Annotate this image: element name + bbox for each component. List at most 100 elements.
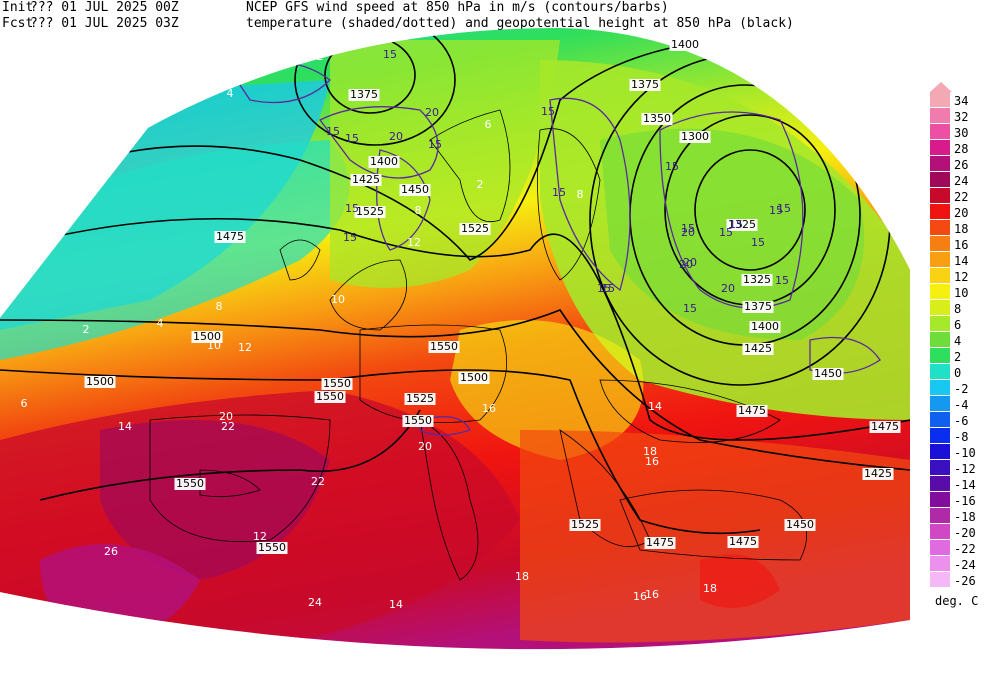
height-label-bg: [191, 331, 223, 343]
wind-label: 15: [428, 138, 442, 151]
colorbar-swatch: [930, 204, 950, 219]
height-label: 1400: [671, 38, 699, 51]
height-label-bg: [321, 378, 353, 390]
init-label: Init: [2, 0, 34, 15]
colorbar-label: 0: [954, 366, 962, 380]
colorbar-swatch: [930, 172, 950, 187]
colorbar-label: 4: [954, 334, 962, 348]
temperature-label: 10: [207, 339, 221, 352]
temperature-label: 18: [515, 570, 529, 583]
colorbar-label: -26: [954, 574, 976, 588]
colorbar-swatch: [930, 476, 950, 491]
temperature-label: 20: [219, 410, 233, 423]
wind-label: 15: [345, 132, 359, 145]
geopotential-contours: [0, 28, 910, 535]
height-label-bg: [348, 89, 380, 101]
height-label: 1550: [404, 414, 432, 427]
temperature-label: 8: [415, 204, 422, 217]
colorbar-swatch: [930, 156, 950, 171]
colorbar-swatch: [930, 92, 950, 107]
wind-label: 15: [345, 202, 359, 215]
height-label: 1475: [871, 420, 899, 433]
colorbar-label: -4: [954, 398, 969, 412]
wind-label: 15: [326, 125, 340, 138]
height-label-bg: [459, 223, 491, 235]
temperature-label: 2: [317, 50, 324, 63]
colorbar-swatch: [930, 332, 950, 347]
temperature-label: 8: [577, 188, 584, 201]
height-label: 1550: [258, 541, 286, 554]
fcst-label: Fcst: [2, 16, 34, 31]
height-label: 1450: [401, 183, 429, 196]
colorbar-label: -6: [954, 414, 969, 428]
temperature-label: 18: [643, 445, 657, 458]
wind-label: 15: [343, 231, 357, 244]
height-label: 1525: [571, 518, 599, 531]
colorbar-swatch: [930, 524, 950, 539]
temperature-label: 20: [418, 440, 432, 453]
height-label: 1550: [430, 340, 458, 353]
colorbar-label: -2: [954, 382, 969, 396]
temperature-label: 12: [253, 530, 267, 543]
height-label: 1425: [864, 467, 892, 480]
init-time: ??? 01 JUL 2025 00Z: [30, 0, 179, 15]
height-label-bg: [314, 391, 346, 403]
wind-label: 15: [683, 302, 697, 315]
colorbar-label: -12: [954, 462, 976, 476]
height-label: 1475: [646, 536, 674, 549]
height-label: 1500: [86, 375, 114, 388]
colorbar-swatch: [930, 252, 950, 267]
fcst-time: ??? 01 JUL 2025 03Z: [30, 16, 179, 31]
height-label-bg: [174, 478, 206, 490]
height-label-bg: [629, 79, 661, 91]
temperature-label: 8: [216, 300, 223, 313]
height-label-bg: [644, 537, 676, 549]
colorbar-swatch: [930, 268, 950, 283]
wind-label: 15: [552, 186, 566, 199]
colorbar-swatch: [930, 460, 950, 475]
height-label: 1550: [323, 377, 351, 390]
wind-label: 15: [601, 282, 615, 295]
height-label: 1525: [406, 392, 434, 405]
temperature-label: 14: [648, 400, 662, 413]
wind-label: 15: [729, 218, 743, 231]
colorbar-swatch: [930, 508, 950, 523]
wind-label: 15: [541, 105, 555, 118]
colorbar-label: 2: [954, 350, 962, 364]
colorbar-swatch: [930, 364, 950, 379]
temperature-label: 12: [407, 236, 421, 249]
height-label: 1375: [744, 300, 772, 313]
wind-label: 20: [389, 130, 403, 143]
colorbar-swatch: [930, 236, 950, 251]
colorbar-label: -18: [954, 510, 976, 524]
title-line-1: NCEP GFS wind speed at 850 hPa in m/s (c…: [246, 0, 669, 15]
temperature-label: 4: [157, 317, 164, 330]
colorbar-label: 10: [954, 286, 969, 300]
colorbar-swatch: [930, 396, 950, 411]
height-label-bg: [736, 405, 768, 417]
temperature-label: 12: [238, 341, 252, 354]
temperature-label: 22: [221, 420, 235, 433]
colorbar-swatch: [930, 412, 950, 427]
colorbar-swatch: [930, 348, 950, 363]
height-label: 1500: [460, 371, 488, 384]
colorbar-swatch: [930, 556, 950, 571]
temperature-label: 16: [482, 402, 496, 415]
header-fcst-line: Fcst??? 01 JUL 2025 03Z temperature (shad…: [2, 16, 794, 32]
colorbar-swatch: [930, 188, 950, 203]
header-init-line: Init??? 01 JUL 2025 00Z NCEP GFS wind spe…: [2, 0, 669, 16]
height-label: 1450: [814, 367, 842, 380]
wind-label: 15: [681, 222, 695, 235]
wind-label: 15: [751, 236, 765, 249]
temperature-label: 24: [308, 596, 322, 609]
colorbar-label: 24: [954, 174, 969, 188]
colorbar-label: -10: [954, 446, 976, 460]
height-label: 1525: [356, 205, 384, 218]
temperature-label: 6: [21, 397, 28, 410]
colorbar-label: 30: [954, 126, 969, 140]
temperature-label: 16: [633, 590, 647, 603]
height-label-bg: [784, 519, 816, 531]
